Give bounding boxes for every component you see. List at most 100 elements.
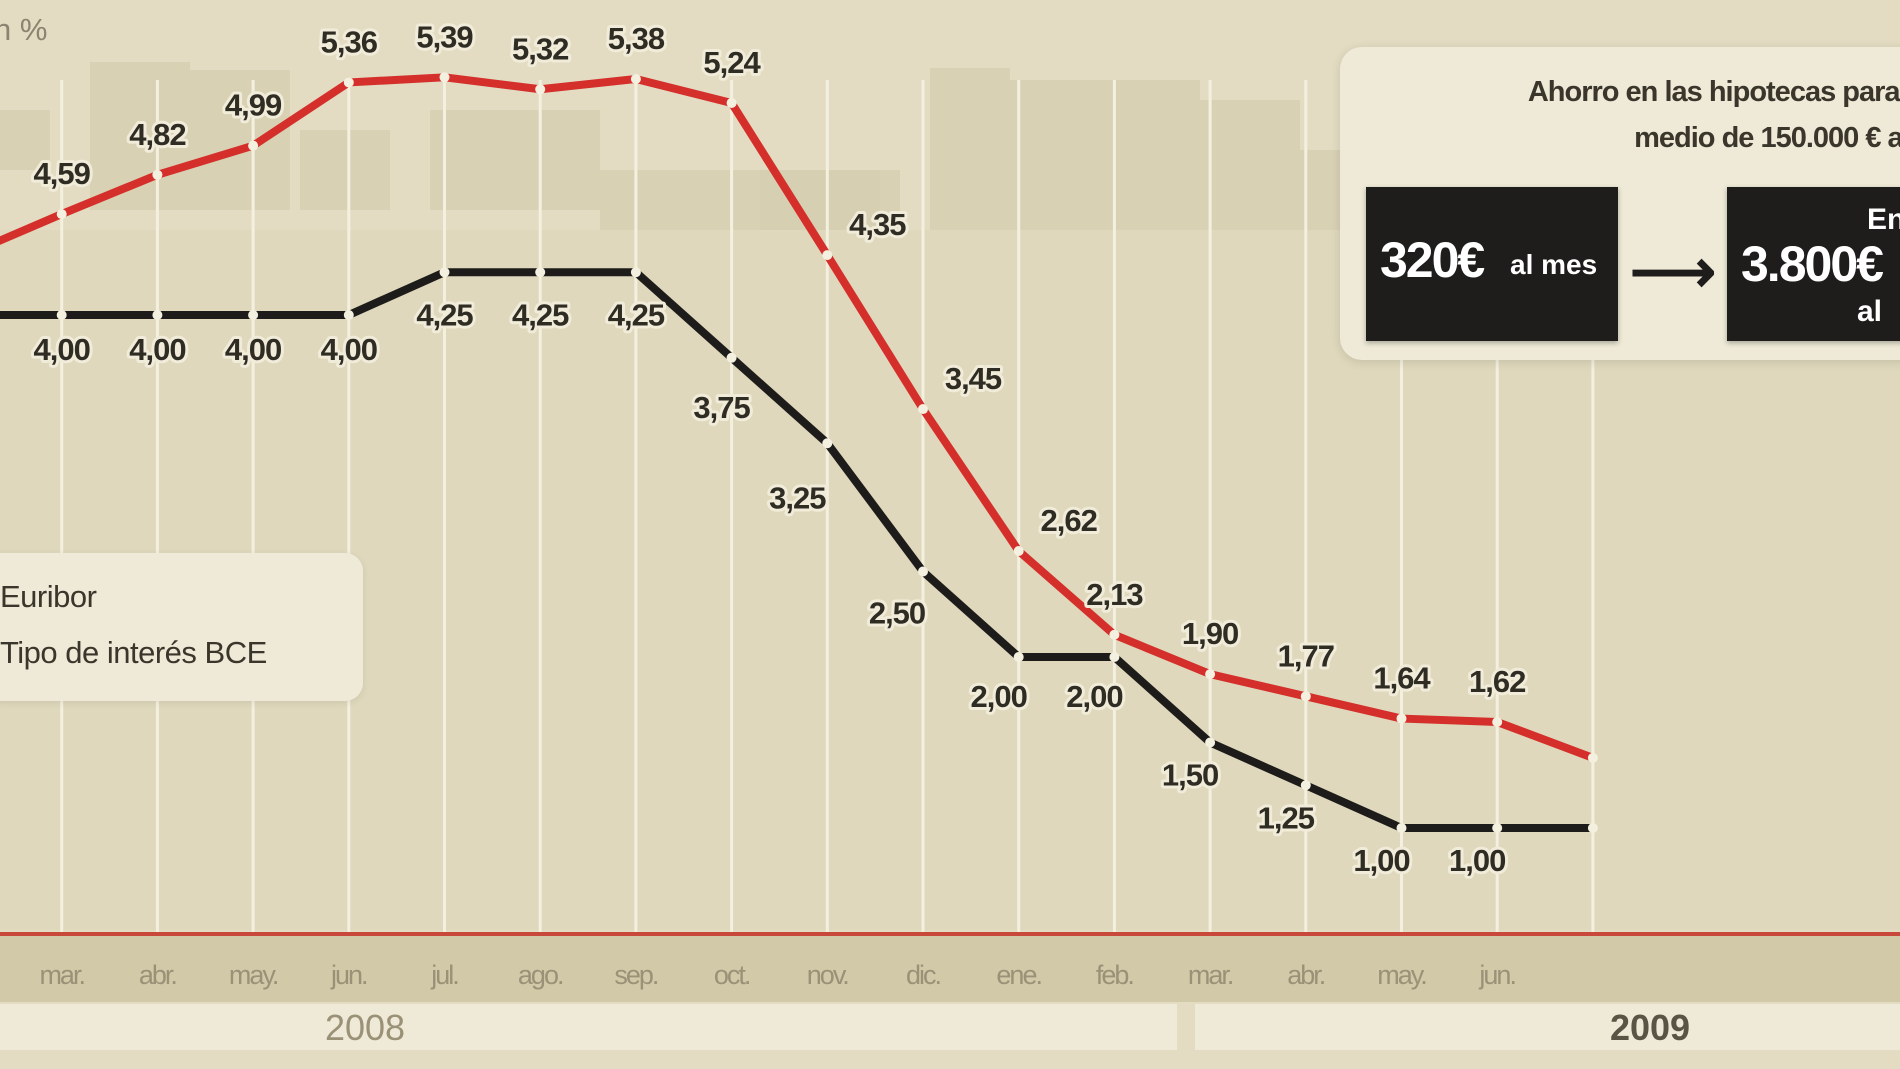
data-label-euribor: 2,62 <box>1041 503 1097 538</box>
series-layer <box>0 72 1598 833</box>
x-tick-label: ene. <box>996 960 1041 990</box>
data-point <box>152 169 163 180</box>
data-point <box>248 310 259 320</box>
year-label-2009: 2009 <box>1610 1007 1690 1048</box>
data-point <box>630 74 641 85</box>
data-label-bce: 1,50 <box>1162 758 1218 793</box>
data-point <box>1396 713 1407 724</box>
data-label-bce: 2,00 <box>1066 679 1122 714</box>
data-label-bce: 3,75 <box>693 390 750 425</box>
data-point <box>1013 545 1024 556</box>
x-tick-label: feb. <box>1096 960 1134 990</box>
data-point <box>535 267 546 278</box>
year-label-2008: 2008 <box>325 1007 405 1048</box>
data-point <box>1587 752 1598 763</box>
data-label-bce: 2,50 <box>869 596 925 631</box>
year-band-2009 <box>1195 1004 1900 1050</box>
data-label-euribor: 2,13 <box>1086 577 1143 612</box>
data-label-euribor: 1,90 <box>1182 616 1238 651</box>
building <box>1010 80 1200 230</box>
series-line-euribor <box>0 73 1597 762</box>
data-point <box>726 97 737 108</box>
data-point <box>1205 669 1216 680</box>
x-tick-label: mar. <box>39 960 84 990</box>
data-label-bce: 4,00 <box>34 332 90 367</box>
data-point <box>1109 652 1120 662</box>
yearly-savings-amount: 3.800€ <box>1741 236 1884 292</box>
legend-item-euribor: Euribor <box>0 579 97 614</box>
x-tick-label: abr. <box>1287 960 1325 990</box>
data-label-euribor: 5,39 <box>416 19 473 54</box>
x-tick-label: nov. <box>807 960 849 990</box>
data-point <box>1396 823 1407 833</box>
series-line-bce <box>0 268 1597 832</box>
data-point <box>1492 823 1503 833</box>
data-label-bce: 4,00 <box>321 332 377 367</box>
data-point <box>918 566 928 577</box>
data-label-euribor: 4,59 <box>34 156 91 191</box>
building <box>0 110 50 170</box>
yearly-savings-prefix: En <box>1867 203 1900 236</box>
data-label-bce: 4,00 <box>129 332 185 367</box>
data-point <box>343 310 354 320</box>
x-tick-label: may. <box>229 960 278 990</box>
data-label-bce: 1,00 <box>1449 843 1505 878</box>
data-point <box>1300 691 1311 702</box>
data-point <box>56 310 67 320</box>
building <box>190 70 290 210</box>
data-point <box>535 84 546 95</box>
right-arrow-icon: ⟶ <box>1630 238 1717 305</box>
data-label-euribor: 5,32 <box>512 31 568 66</box>
x-axis: mar. abr. may. jun. jul. ago. sep. oct. nov. dic.… <box>0 932 1900 1050</box>
x-tick-label: may. <box>1377 960 1426 990</box>
data-point <box>822 438 833 449</box>
building <box>300 130 390 210</box>
data-point <box>918 404 928 415</box>
x-tick-label: oct. <box>714 960 750 990</box>
yearly-savings-unit: al <box>1857 295 1883 328</box>
data-label-euribor: 5,36 <box>321 24 378 59</box>
data-point <box>439 267 450 278</box>
x-tick-label: abr. <box>139 960 177 990</box>
data-point <box>1109 629 1120 640</box>
data-point <box>152 310 163 320</box>
savings-title-line1: Ahorro en las hipotecas para un <box>1527 76 1900 108</box>
data-point <box>56 209 67 220</box>
building <box>1200 100 1300 230</box>
month-band <box>0 932 1900 1002</box>
data-point <box>1205 737 1216 748</box>
data-label-bce: 4,00 <box>225 332 281 367</box>
legend-item-bce: Tipo de interés BCE <box>0 635 267 670</box>
data-label-euribor: 5,38 <box>608 21 665 56</box>
x-tick-label: jul. <box>430 960 458 990</box>
yearly-savings-box: En 3.800€ al <box>1727 187 1900 341</box>
data-labels: 4,59 4,82 4,99 5,36 5,39 5,32 5,38 5,24 4,35 3,45… <box>31 16 1530 881</box>
data-label-bce: 1,25 <box>1258 800 1315 835</box>
year-band-2008 <box>0 1004 1177 1050</box>
data-label-bce: 4,25 <box>512 297 569 332</box>
data-label-bce: 4,25 <box>416 297 473 332</box>
data-label-euribor: 1,64 <box>1373 661 1431 696</box>
vertical-gridlines <box>60 80 1595 935</box>
data-label-euribor: 5,24 <box>703 45 761 80</box>
savings-title-line2: medio de 150.000 € a 25 <box>1634 122 1900 154</box>
data-label-euribor: 1,77 <box>1278 638 1334 673</box>
data-point <box>343 77 354 88</box>
data-point <box>630 267 641 278</box>
data-label-euribor: 4,82 <box>129 117 185 152</box>
data-label-euribor: 1,62 <box>1469 664 1525 699</box>
monthly-savings-box: 320€ al mes <box>1366 187 1618 341</box>
data-point <box>726 352 737 363</box>
data-label-bce: 2,00 <box>971 679 1027 714</box>
building <box>930 68 1010 230</box>
data-label-bce: 3,25 <box>769 480 826 515</box>
legend: Euribor Tipo de interés BCE <box>0 553 363 701</box>
data-label-euribor: 4,99 <box>225 88 282 123</box>
data-point <box>1013 652 1024 662</box>
unit-label: n % <box>0 12 47 47</box>
savings-panel: Ahorro en las hipotecas para un medio de… <box>1340 47 1900 360</box>
x-tick-label: sep. <box>614 960 658 990</box>
data-point <box>1492 716 1503 727</box>
monthly-savings-amount: 320€ <box>1380 232 1485 288</box>
x-tick-label: dic. <box>906 960 941 990</box>
